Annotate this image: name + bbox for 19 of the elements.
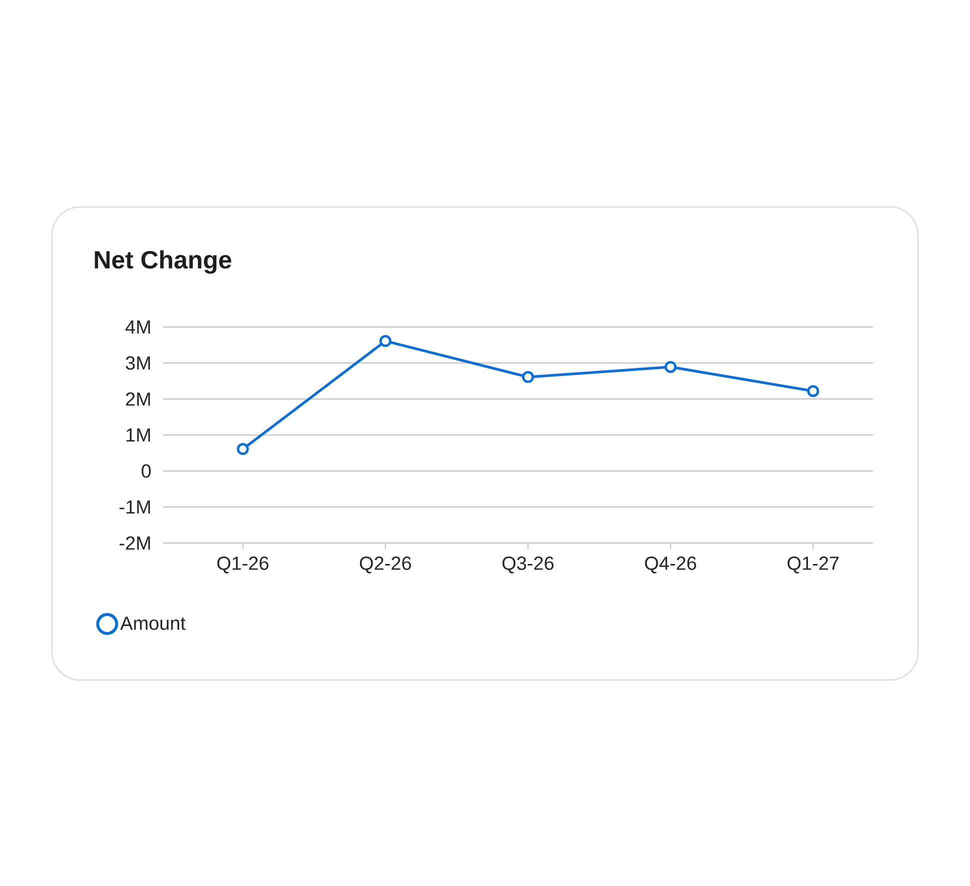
x-tick-label: Q1-26: [217, 556, 268, 574]
y-tick-label: 0: [142, 464, 151, 478]
y-tick-label: 4M: [126, 320, 150, 334]
point: [664, 360, 677, 373]
y-tick-label: 2M: [126, 392, 150, 406]
x-tick-label: Q2-26: [360, 556, 411, 574]
point: [379, 335, 392, 348]
x-tick-label: Q1-27: [788, 556, 839, 574]
y-tick-label: -1M: [120, 500, 150, 514]
legend-label: Amount: [120, 616, 186, 630]
y-tick-label: 3M: [126, 356, 150, 370]
point: [236, 443, 249, 456]
point: [522, 371, 534, 384]
x-tick-label: Q4-26: [645, 556, 696, 574]
chart-title: Net Change: [94, 250, 232, 274]
y-tick-label: 1M: [126, 428, 150, 442]
point: [807, 385, 820, 398]
x-tick-label: Q3-26: [502, 556, 554, 574]
y-tick-label: -2M: [120, 536, 150, 550]
